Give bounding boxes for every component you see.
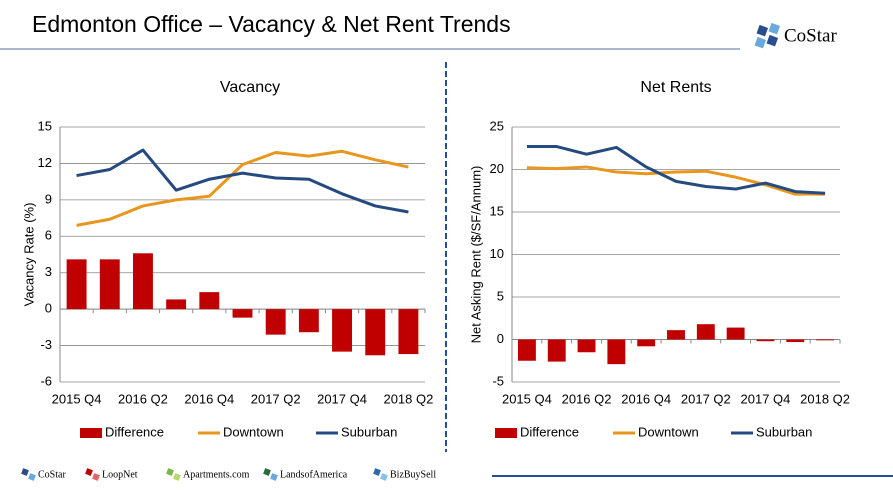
- line: [76, 149, 409, 227]
- logo-piece: [766, 34, 779, 47]
- bar: [99, 259, 120, 310]
- bar: [298, 309, 319, 333]
- brand-name: LoopNet: [102, 469, 138, 480]
- legend-label: Downtown: [638, 424, 699, 439]
- x-tick-label: 2017 Q4: [317, 391, 367, 406]
- y-tick-label: 3: [45, 264, 52, 279]
- y-tick-label: -6: [40, 373, 52, 388]
- legend-label: Difference: [105, 424, 164, 439]
- legend-label: Suburban: [341, 424, 397, 439]
- x-tick-label: 2017 Q4: [741, 391, 791, 406]
- bar: [265, 309, 286, 335]
- bar: [365, 309, 386, 356]
- bar: [577, 339, 596, 353]
- legend-swatch: [80, 428, 102, 438]
- brand-icon: [373, 468, 381, 476]
- line: [526, 145, 826, 195]
- brand-icon: [166, 468, 174, 476]
- x-tick-label: 2018 Q2: [383, 391, 433, 406]
- y-tick-label: 0: [497, 331, 504, 346]
- x-tick-label: 2018 Q2: [800, 391, 850, 406]
- y-tick-label: 5: [497, 288, 504, 303]
- x-tick-label: 2016 Q4: [621, 391, 671, 406]
- y-tick-label: -3: [40, 337, 52, 352]
- bar: [726, 327, 745, 340]
- y-tick-label: 20: [490, 161, 504, 176]
- brand-name: Apartments.com: [183, 469, 250, 480]
- brand-icon: [173, 473, 181, 481]
- bar: [332, 309, 352, 352]
- bar: [398, 309, 419, 355]
- brand-name: BizBuySell: [390, 469, 436, 480]
- bar: [199, 292, 220, 310]
- x-tick-label: 2017 Q2: [681, 391, 731, 406]
- bar: [696, 324, 715, 340]
- y-tick-label: -5: [492, 373, 504, 388]
- brand-icon: [380, 473, 388, 481]
- bar: [66, 259, 87, 310]
- brand-icon: [92, 473, 100, 481]
- x-tick-label: 2017 Q2: [251, 391, 301, 406]
- logo-text: CoStar: [784, 25, 837, 46]
- bar: [637, 339, 656, 347]
- y-tick-label: 15: [38, 118, 52, 133]
- bar: [816, 339, 835, 341]
- brand-name: LandsofAmerica: [280, 469, 348, 480]
- brand-icon: [85, 468, 93, 476]
- x-tick-label: 2016 Q2: [118, 391, 168, 406]
- y-tick-label: 15: [490, 203, 504, 218]
- logo-piece: [768, 22, 781, 35]
- brand-icon: [263, 468, 271, 476]
- logo-piece: [756, 24, 769, 37]
- chart-title: Vacancy: [220, 79, 280, 96]
- x-tick-label: 2016 Q2: [562, 391, 612, 406]
- y-tick-label: 10: [490, 246, 504, 261]
- legend-label: Difference: [520, 424, 579, 439]
- y-tick-label: 12: [38, 155, 52, 170]
- bar: [756, 339, 775, 342]
- chart-title: Net Rents: [640, 79, 711, 96]
- x-tick-label: 2015 Q4: [502, 391, 552, 406]
- x-tick-label: 2015 Q4: [52, 391, 102, 406]
- y-tick-label: 0: [45, 301, 52, 316]
- bar: [607, 339, 626, 365]
- bar: [232, 309, 253, 318]
- brand-name: CoStar: [38, 469, 66, 480]
- legend-label: Suburban: [756, 424, 812, 439]
- bar: [667, 330, 685, 340]
- logo-piece: [754, 36, 767, 49]
- legend-swatch: [495, 428, 517, 438]
- y-tick-label: 9: [45, 191, 52, 206]
- legend-label: Downtown: [223, 424, 284, 439]
- bar: [786, 339, 805, 343]
- bar: [517, 339, 536, 361]
- y-axis-label: Vacancy Rate (%): [21, 203, 36, 307]
- line: [76, 148, 409, 214]
- bar: [166, 299, 187, 310]
- brand-icon: [28, 473, 36, 481]
- line: [526, 165, 826, 196]
- bar: [133, 253, 153, 310]
- y-tick-label: 6: [45, 228, 52, 243]
- slide-title: Edmonton Office – Vacancy & Net Rent Tre…: [32, 11, 511, 37]
- y-axis-label: Net Asking Rent ($/SF/Annum): [468, 166, 483, 344]
- costar-logo: CoStar: [754, 22, 837, 49]
- y-tick-label: 25: [490, 118, 504, 133]
- x-tick-label: 2016 Q4: [184, 391, 234, 406]
- bar: [547, 339, 566, 362]
- brand-icon: [270, 473, 278, 481]
- brand-icon: [21, 468, 29, 476]
